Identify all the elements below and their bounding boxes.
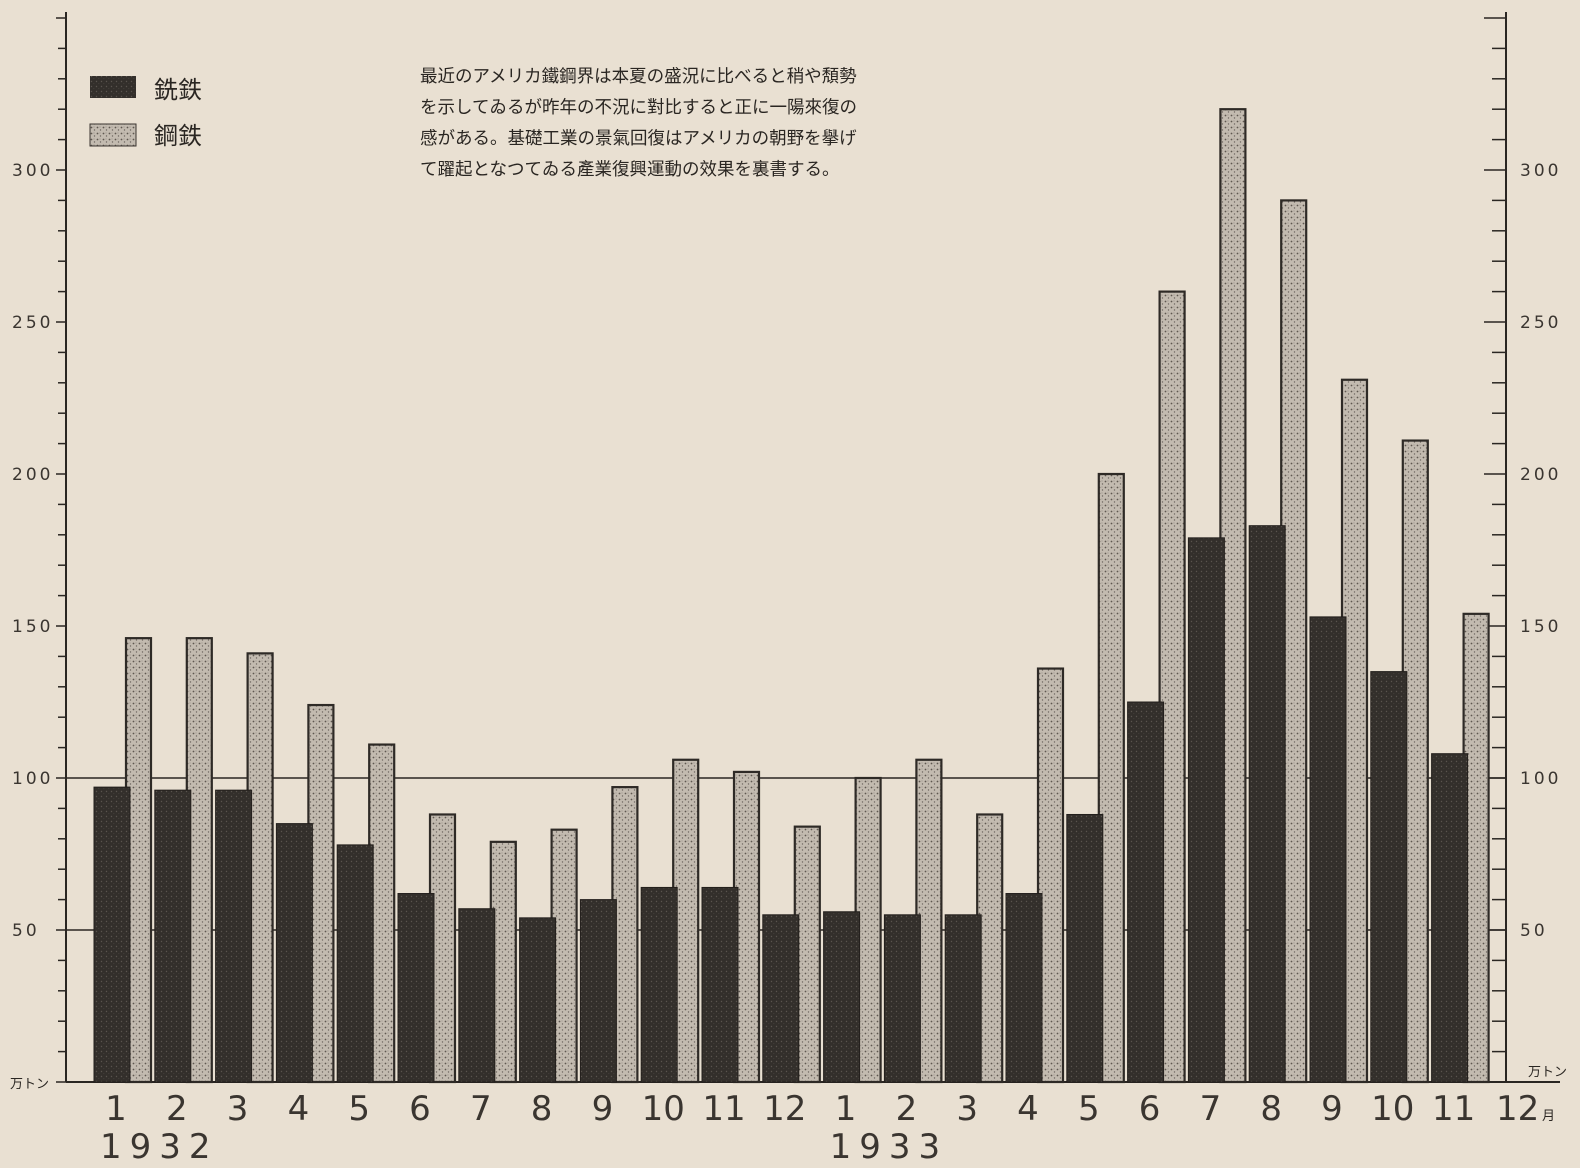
bar-pig-iron — [823, 911, 861, 1083]
x-unit-month: 月 — [1542, 1109, 1555, 1124]
category-label: 7 — [470, 1089, 492, 1129]
annotation-line: て躍起となつてゐる產業復興運動の效果を裏書する。 — [420, 160, 840, 180]
annotation-line: を示してゐるが昨年の不況に對比すると正に一陽來復の — [420, 98, 857, 118]
bar-pig-iron — [519, 917, 557, 1083]
y-unit-right: 万トン — [1528, 1065, 1567, 1080]
category-label: 12 — [763, 1089, 806, 1129]
y-tick-label-left: 200 — [12, 465, 53, 485]
y-tick-label-right: 100 — [1520, 769, 1561, 789]
category-label: 1 — [105, 1089, 127, 1129]
category-label: 4 — [1017, 1089, 1039, 1129]
bar-pig-iron — [336, 844, 374, 1083]
bar-pig-iron — [1248, 525, 1286, 1083]
bar-pig-iron — [1370, 671, 1408, 1083]
annotation-line: 感がある。基礎工業の景氣回復はアメリカの朝野を擧げ — [420, 129, 857, 149]
category-label: 3 — [956, 1089, 978, 1129]
bar-pig-iron — [1005, 893, 1043, 1083]
bar-pig-iron — [458, 908, 496, 1083]
y-unit-left: 万トン — [10, 1077, 49, 1092]
bar-pig-iron — [944, 914, 982, 1083]
y-tick-label-left: 50 — [12, 921, 40, 941]
annotation: 最近のアメリカ鐵鋼界は本夏の盛況に比べると稍や頽勢 を示してゐるが昨年の不況に對… — [420, 62, 980, 186]
year-label: 1932 — [100, 1127, 219, 1167]
bar-steel — [1158, 290, 1186, 1084]
bars — [93, 108, 1490, 1084]
category-label: 10 — [642, 1089, 685, 1129]
bar-pig-iron — [1309, 616, 1347, 1083]
category-label: 1 — [835, 1089, 857, 1129]
category-label: 9 — [592, 1089, 614, 1129]
year-labels: 1932 1933 — [100, 1127, 949, 1167]
legend: 銑鉄 鋼鉄 — [89, 76, 202, 150]
y-tick-label-left: 150 — [12, 617, 53, 637]
y-tick-label-right: 250 — [1520, 313, 1561, 333]
bar-pig-iron — [397, 893, 435, 1083]
category-label: 2 — [896, 1089, 918, 1129]
bar-steel — [124, 637, 153, 1084]
bar-steel — [1097, 472, 1125, 1084]
y-tick-label-left: 250 — [12, 313, 53, 333]
legend-swatch-pig-iron — [90, 76, 136, 98]
year-label: 1933 — [830, 1127, 949, 1167]
bar-pig-iron — [93, 786, 131, 1083]
legend-label-pig-iron: 銑鉄 — [154, 76, 202, 104]
category-label: 5 — [1078, 1089, 1100, 1129]
y-tick-label-left: 300 — [12, 161, 53, 181]
category-label: 3 — [227, 1089, 249, 1129]
bar-pig-iron — [154, 789, 192, 1083]
category-label: 6 — [1139, 1089, 1161, 1129]
category-label-end: 12 — [1496, 1089, 1539, 1129]
category-label: 7 — [1200, 1089, 1222, 1129]
y-tick-label-right: 50 — [1520, 921, 1548, 941]
bar-pig-iron — [215, 789, 253, 1083]
category-label: 11 — [702, 1089, 745, 1129]
minor-ticks — [56, 17, 1506, 1083]
bar-pig-iron — [762, 914, 800, 1083]
bar-pig-iron — [883, 914, 921, 1083]
y-tick-label-right: 300 — [1520, 161, 1561, 181]
legend-label-steel: 鋼鉄 — [154, 122, 202, 150]
bar-pig-iron — [640, 886, 678, 1083]
category-label: 4 — [288, 1089, 310, 1129]
bar-pig-iron — [701, 886, 739, 1083]
bar-pig-iron — [579, 899, 617, 1083]
y-tick-label-right: 150 — [1520, 617, 1561, 637]
category-labels: 1 2 3 4 5 6 7 8 9 10 11 12 1 2 3 4 5 6 7 8 9 10 11 — [105, 1089, 1475, 1129]
y-tick-labels: 50 100 150 200 250 300 50 100 150 200 250 300 — [12, 161, 1561, 941]
bar-pig-iron — [1187, 537, 1225, 1083]
annotation-line: 最近のアメリカ鐵鋼界は本夏の盛況に比べると稍や頽勢 — [420, 67, 857, 87]
category-label: 2 — [166, 1089, 188, 1129]
category-label: 9 — [1321, 1089, 1343, 1129]
bar-pig-iron — [275, 823, 313, 1083]
y-tick-label-left: 100 — [12, 769, 53, 789]
category-label: 8 — [531, 1089, 553, 1129]
y-tick-label-right: 200 — [1520, 465, 1561, 485]
category-label: 8 — [1260, 1089, 1282, 1129]
bar-pig-iron — [1066, 813, 1104, 1083]
bar-pig-iron — [1127, 701, 1165, 1083]
category-label: 10 — [1371, 1089, 1414, 1129]
bar-pig-iron — [1431, 753, 1469, 1083]
category-label: 5 — [348, 1089, 370, 1129]
category-label: 11 — [1432, 1089, 1475, 1129]
legend-swatch-steel — [89, 123, 137, 147]
category-label: 6 — [409, 1089, 431, 1129]
